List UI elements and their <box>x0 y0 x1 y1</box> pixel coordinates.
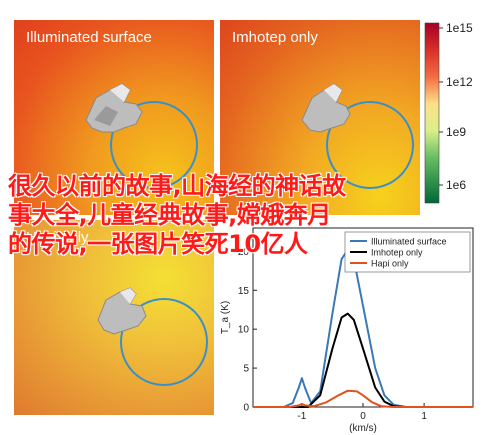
imhotep-comet-scene <box>301 83 414 189</box>
hapi-comet-scene <box>97 287 208 386</box>
y-tick-label: 20 <box>238 247 250 258</box>
panel-title-illuminated: Illuminated surface <box>26 29 152 46</box>
chart-series-group <box>253 248 473 408</box>
series-line-2 <box>253 389 473 408</box>
colorbar: 1e15 1e12 1e9 1e6 <box>424 21 473 204</box>
comet-shadow <box>94 106 118 126</box>
legend-entry: Illuminated surface <box>371 237 447 247</box>
x-axis-label: (km/s) <box>349 423 377 434</box>
colorbar-tick-1e15: 1e15 <box>446 21 473 35</box>
colorbar-tick-1e6: 1e6 <box>446 178 466 192</box>
overlay-caption-line3: 的传说,一张图片笑死10亿人 <box>8 230 308 258</box>
y-tick-label: 10 <box>238 325 250 336</box>
series-line-0 <box>253 248 473 408</box>
beam-circle <box>120 298 208 386</box>
beam-circle <box>110 101 198 189</box>
colorbar-tick-1e12: 1e12 <box>446 75 473 89</box>
panel-imhotep-only: Imhotep only <box>220 20 420 215</box>
x-tick-label: 1 <box>421 411 427 422</box>
y-tick-label: 5 <box>243 364 249 375</box>
overlay-caption: 很久以前的故事,山海经的神话故 事大全,儿童经典故事,嫦娥奔月 的传说,一张图片… <box>8 172 478 259</box>
panel-title-imhotep: Imhotep only <box>232 29 318 46</box>
y-tick-label: 15 <box>238 286 250 297</box>
overlay-caption-line1: 很久以前的故事,山海经的神话故 <box>8 172 346 200</box>
comet-nucleus-shape <box>97 287 147 335</box>
comet-highlight <box>110 84 130 102</box>
illuminated-comet-scene <box>85 83 198 189</box>
comet-highlight <box>120 288 136 304</box>
comet-highlight <box>324 84 342 102</box>
colorbar-tick-1e9: 1e9 <box>446 125 466 139</box>
legend-entry: Imhotep only <box>371 248 423 258</box>
y-axis-label: T_a (K) <box>220 301 231 334</box>
panel-illuminated-surface: Illuminated surface <box>14 20 214 215</box>
colorbar-gradient <box>424 22 440 204</box>
x-tick-label: -1 <box>297 411 306 422</box>
overlay-caption-line2: 事大全,儿童经典故事,嫦娥奔月 <box>8 201 331 229</box>
panel-title-hapi: Hapi only <box>26 229 89 246</box>
panel-hapi-only: Hapi only <box>14 220 214 415</box>
legend-entry: Hapi only <box>371 259 409 269</box>
x-tick-label: 0 <box>360 411 366 422</box>
y-tick-label: 0 <box>243 403 249 414</box>
beam-circle <box>326 101 414 189</box>
